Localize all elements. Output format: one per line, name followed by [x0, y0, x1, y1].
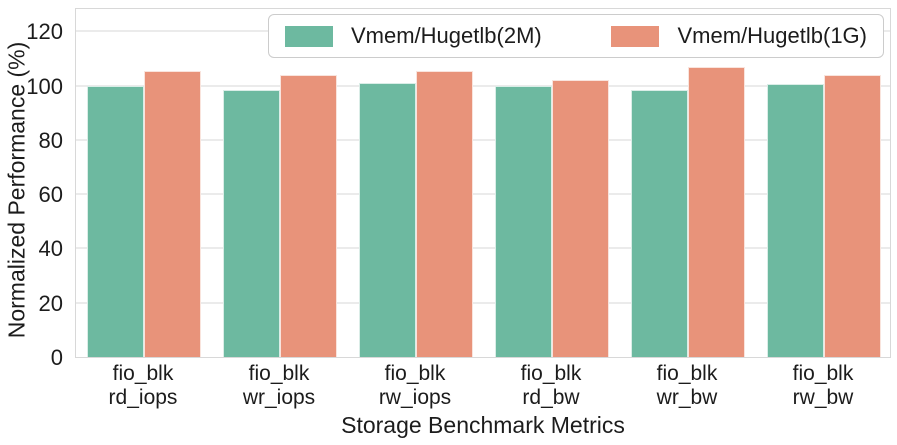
x-tick-line1: fio_blk	[112, 362, 174, 385]
legend-swatch-1g-icon	[611, 25, 660, 47]
legend-label-1g: Vmem/Hugetlb(1G)	[677, 23, 867, 48]
x-tick-fio_blk-wr_iops: fio_blk wr_iops	[209, 362, 349, 410]
legend-swatch-2m-icon	[285, 25, 333, 47]
x-tick-fio_blk-wr_bw: fio_blk wr_bw	[617, 362, 757, 410]
x-tick-line1: fio_blk	[792, 362, 854, 385]
bar-1g-fio_blk-rw_bw	[824, 74, 881, 357]
plot-area	[75, 8, 891, 358]
x-tick-line1: fio_blk	[656, 362, 718, 385]
x-tick-line2: rw_bw	[792, 386, 854, 409]
x-tick-line2: rw_iops	[378, 386, 452, 409]
bar-2m-fio_blk-rd_bw	[495, 85, 552, 357]
legend: Vmem/Hugetlb(2M) Vmem/Hugetlb(1G)	[268, 14, 884, 58]
x-axis-label: Storage Benchmark Metrics	[341, 412, 625, 438]
bar-1g-fio_blk-rd_bw	[552, 80, 609, 357]
gridline-60	[76, 193, 890, 196]
x-tick-line2: rd_bw	[522, 386, 580, 409]
bar-2m-fio_blk-wr_iops	[223, 89, 280, 357]
x-tick-fio_blk-rw_bw: fio_blk rw_bw	[753, 362, 893, 410]
bar-2m-fio_blk-rw_iops	[359, 82, 416, 357]
bar-2m-fio_blk-wr_bw	[631, 89, 688, 357]
bar-1g-fio_blk-rw_iops	[416, 70, 473, 357]
y-tick-40: 40	[38, 236, 63, 262]
x-tick-fio_blk-rd_iops: fio_blk rd_iops	[73, 362, 213, 410]
y-tick-80: 80	[38, 127, 63, 153]
y-tick-120: 120	[26, 19, 63, 45]
y-tick-20: 20	[38, 290, 63, 316]
x-tick-line1: fio_blk	[520, 362, 582, 385]
x-tick-line2: wr_bw	[656, 386, 718, 409]
gridline-80	[76, 138, 890, 141]
x-tick-line2: wr_iops	[242, 386, 316, 409]
gridline-100	[76, 84, 890, 87]
gridline-20	[76, 301, 890, 304]
gridline-40	[76, 247, 890, 250]
y-tick-60: 60	[38, 182, 63, 208]
x-tick-line1: fio_blk	[248, 362, 310, 385]
x-tick-line1: fio_blk	[384, 362, 446, 385]
x-tick-fio_blk-rw_iops: fio_blk rw_iops	[345, 362, 485, 410]
y-tick-0: 0	[50, 345, 63, 370]
y-tick-100: 100	[26, 73, 63, 99]
legend-entry-2m: Vmem/Hugetlb(2M)	[285, 23, 542, 49]
bar-1g-fio_blk-wr_iops	[280, 74, 337, 357]
bar-2m-fio_blk-rw_bw	[767, 84, 824, 357]
x-tick-fio_blk-rd_bw: fio_blk rd_bw	[481, 362, 621, 410]
legend-entry-1g: Vmem/Hugetlb(1G)	[611, 23, 867, 49]
bar-1g-fio_blk-rd_iops	[144, 70, 201, 357]
legend-label-2m: Vmem/Hugetlb(2M)	[351, 23, 542, 48]
bar-1g-fio_blk-wr_bw	[688, 66, 745, 357]
x-tick-line2: rd_iops	[108, 386, 178, 409]
bar-2m-fio_blk-rd_iops	[87, 85, 144, 357]
